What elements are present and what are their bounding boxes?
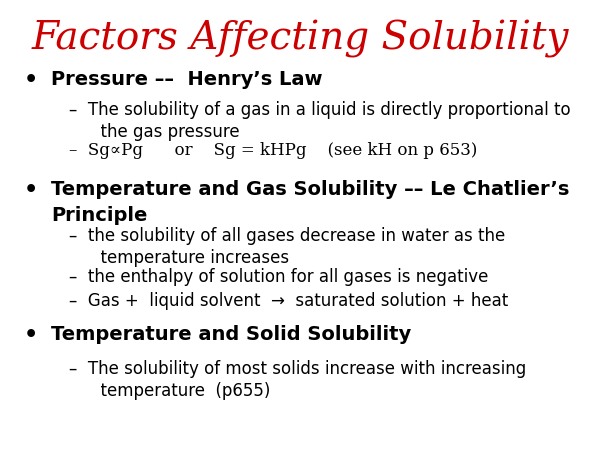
- Text: –  the enthalpy of solution for all gases is negative: – the enthalpy of solution for all gases…: [69, 268, 488, 286]
- Text: –  The solubility of most solids increase with increasing: – The solubility of most solids increase…: [69, 360, 526, 378]
- Text: Temperature and Solid Solubility: Temperature and Solid Solubility: [51, 325, 411, 344]
- Text: Factors Affecting Solubility: Factors Affecting Solubility: [31, 20, 569, 58]
- Text: Principle: Principle: [51, 206, 148, 225]
- Text: temperature  (p655): temperature (p655): [69, 382, 271, 400]
- Text: –  Gas +  liquid solvent  →  saturated solution + heat: – Gas + liquid solvent → saturated solut…: [69, 292, 508, 310]
- Text: –  Sg∝Pg      or    Sg = kHPg    (see kH on p 653): – Sg∝Pg or Sg = kHPg (see kH on p 653): [69, 142, 478, 159]
- Text: temperature increases: temperature increases: [69, 249, 289, 267]
- Text: the gas pressure: the gas pressure: [69, 123, 239, 141]
- Text: –  the solubility of all gases decrease in water as the: – the solubility of all gases decrease i…: [69, 227, 505, 245]
- Text: •: •: [24, 180, 38, 200]
- Text: •: •: [24, 70, 38, 90]
- Text: –  The solubility of a gas in a liquid is directly proportional to: – The solubility of a gas in a liquid is…: [69, 101, 571, 119]
- Text: Pressure ––  Henry’s Law: Pressure –– Henry’s Law: [51, 70, 323, 89]
- Text: •: •: [24, 325, 38, 345]
- Text: Temperature and Gas Solubility –– Le Chatlier’s: Temperature and Gas Solubility –– Le Cha…: [51, 180, 569, 199]
